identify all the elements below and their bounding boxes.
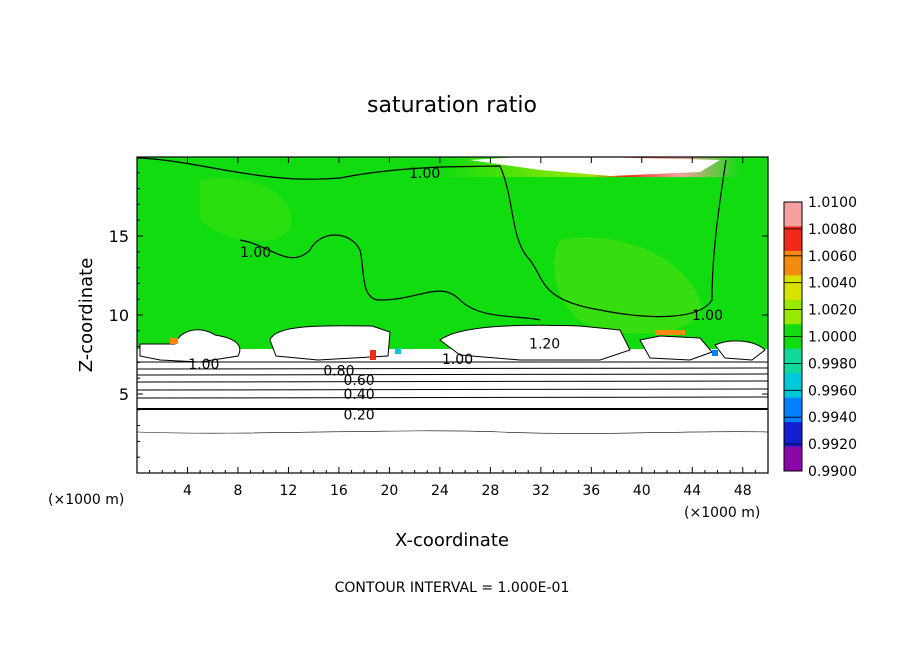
contour-labels: 1.00 1.00 1.00 1.20 1.00 1.00 0.800.600.40 0.20: [188, 166, 723, 424]
colorbar-level-label: 0.9980: [808, 356, 857, 372]
colorbar-swatch: [784, 202, 802, 227]
colorbar-level-label: 1.0100: [808, 195, 857, 211]
x-axis: 4 8 12 16 20 24 28 32 36 40 44 48: [149, 157, 756, 499]
contour-lower-group: [137, 361, 768, 399]
colorbar-swatch: [784, 299, 802, 325]
x-tick-label: 8: [233, 483, 242, 499]
color-spot-cyan: [395, 348, 401, 354]
chart-title: saturation ratio: [367, 93, 537, 118]
contour-label: 0.80: [323, 363, 354, 379]
colorbar-swatch: [784, 250, 802, 276]
colorbar-swatch: [784, 348, 802, 374]
contour-label: 0.20: [344, 408, 375, 424]
cloud-2: [269, 325, 391, 361]
x-tick-label: 36: [582, 483, 600, 499]
y-tick-label: 10: [109, 306, 129, 325]
x-tick-label: 44: [683, 483, 701, 499]
contour-label: 1.00: [409, 166, 440, 182]
contour-1-00-upper: [137, 157, 727, 318]
y-axis-label: Z-coordinate: [76, 258, 97, 373]
y-tick-label: 5: [119, 385, 129, 404]
color-spot-red-2: [655, 330, 685, 335]
x-tick-label: 24: [431, 483, 449, 499]
x-tick-label: 40: [633, 483, 651, 499]
colorbar-swatch: [784, 446, 802, 472]
colorbar-swatch: [784, 373, 802, 399]
x-axis-label: X-coordinate: [395, 530, 509, 551]
x-tick-label: 48: [734, 483, 752, 499]
contour-label: 1.00: [188, 357, 219, 373]
colorbar-swatch: [784, 275, 802, 301]
colorbar-level-label: 0.9920: [808, 437, 857, 453]
cloud-5: [714, 340, 766, 361]
cloud-4: [639, 335, 713, 361]
color-spot-orange: [170, 338, 178, 344]
x-unit-left: (×1000 m): [48, 492, 124, 508]
x-tick-label: 4: [183, 483, 192, 499]
contour-1-00-mid: [239, 234, 541, 321]
contour-label: 1.00: [692, 308, 723, 324]
x-tick-label: 32: [532, 483, 550, 499]
colorbar-level-label: 1.0020: [808, 303, 857, 319]
colorbar-level-label: 0.9960: [808, 383, 857, 399]
contour-label: 1.20: [529, 336, 560, 352]
colorbar: 1.0100 1.0080 1.0060 1.0040 1.0020 1.0000 0.99…: [783, 195, 857, 480]
field-lighter-patch-2: [200, 178, 292, 241]
x-tick-label: 28: [481, 483, 499, 499]
color-spot-red: [370, 350, 376, 360]
colorbar-level-label: 0.9900: [808, 464, 857, 480]
y-tick-label: 15: [109, 227, 129, 246]
contour-label: 0.40: [344, 387, 375, 403]
colorbar-swatch: [784, 422, 802, 448]
contour-label: 0.60: [344, 373, 375, 389]
field-lighter-patch: [554, 237, 702, 334]
x-unit-right: (×1000 m): [684, 505, 760, 521]
colorbar-swatch: [784, 397, 802, 423]
color-spot-blue: [712, 350, 718, 356]
contour-thin-low: [137, 430, 768, 434]
colorbar-level-label: 1.0040: [808, 276, 857, 292]
contour-label: 1.00: [240, 245, 271, 261]
x-tick-label: 16: [330, 483, 348, 499]
plot-area: [137, 157, 768, 473]
x-tick-label: 12: [280, 483, 298, 499]
contour-label: 1.00: [442, 352, 473, 368]
colorbar-level-label: 1.0060: [808, 249, 857, 265]
cloud-1: [139, 329, 241, 363]
cloud-3: [439, 324, 631, 361]
x-tick-label: 20: [380, 483, 398, 499]
contour-interval-footer: CONTOUR INTERVAL = 1.000E-01: [335, 580, 570, 596]
field-top-white: [470, 157, 720, 176]
colorbar-level-label: 0.9940: [808, 410, 857, 426]
colorbar-level-label: 1.0000: [808, 330, 857, 346]
colorbar-swatch: [784, 226, 802, 252]
colorbar-level-label: 1.0080: [808, 222, 857, 238]
field-lower-white: [137, 350, 768, 473]
y-axis: 5 10 15: [109, 172, 768, 458]
